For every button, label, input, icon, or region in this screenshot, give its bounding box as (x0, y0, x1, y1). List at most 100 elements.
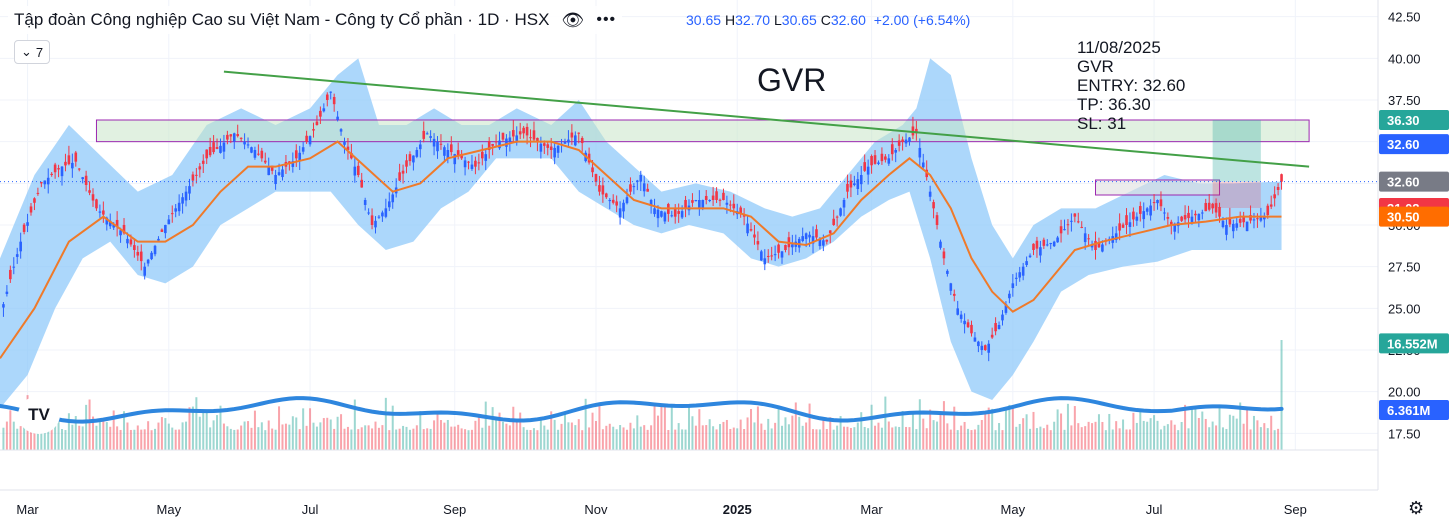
volume-bar (322, 418, 325, 450)
volume-bar (808, 403, 811, 450)
volume-bar (350, 429, 353, 450)
volume-bar (267, 420, 270, 450)
volume-bar (54, 425, 57, 450)
gear-icon[interactable]: ⚙ (1408, 498, 1425, 518)
more-dots-icon[interactable]: ••• (596, 11, 617, 28)
volume-bar (1225, 428, 1228, 450)
candle-body (835, 216, 839, 218)
symbol-header[interactable]: Tập đoàn Công nghiệp Cao su Việt Nam - C… (8, 6, 623, 34)
candle-body (29, 206, 33, 213)
volume-bar (594, 420, 597, 450)
candle-body (301, 147, 305, 152)
volume-bar (402, 425, 405, 450)
volume-bar (722, 421, 725, 450)
candle-body (811, 236, 815, 244)
candle-body (574, 135, 577, 146)
candle-body (1232, 223, 1235, 232)
candle-body (46, 177, 50, 185)
candle-body (563, 141, 567, 144)
volume-bar (1035, 428, 1038, 450)
volume-bar (1173, 424, 1176, 450)
time-tick-label: Jul (302, 502, 319, 517)
indicators-toggle[interactable]: ⌄ 7 (14, 40, 51, 64)
volume-bar (340, 414, 343, 450)
candle-body (1252, 219, 1256, 221)
candle-body (918, 147, 922, 158)
volume-bar (408, 429, 411, 450)
candle-body (1039, 247, 1042, 256)
candle-body (601, 185, 605, 195)
volume-bar (936, 421, 939, 450)
volume-bar (460, 428, 463, 450)
candle-body (784, 245, 787, 250)
tradingview-logo-icon[interactable]: TV (18, 396, 60, 434)
volume-bar (625, 429, 628, 450)
volume-bar (250, 427, 253, 450)
volume-bar (1001, 430, 1004, 450)
volume-bar (116, 426, 119, 450)
volume-bar (185, 421, 188, 450)
volume-bar (74, 416, 77, 450)
volume-bar (1115, 421, 1118, 450)
volume-bar (643, 425, 646, 450)
candle-body (346, 146, 350, 150)
volume-bar (994, 430, 997, 450)
volume-bar (1125, 429, 1128, 450)
candle-body (449, 144, 453, 153)
candle-body (822, 240, 825, 246)
candle-body (126, 238, 129, 244)
candle-body (1228, 217, 1232, 225)
candle-body (1045, 244, 1049, 246)
candle-body (1149, 205, 1152, 216)
volume-bar (102, 420, 105, 450)
candle-body (946, 270, 949, 274)
candle-body (732, 203, 736, 209)
volume-bar (1232, 415, 1235, 450)
candle-body (532, 130, 536, 140)
candle-body (498, 140, 501, 149)
volume-bar (925, 428, 928, 450)
candle-body (994, 323, 997, 332)
volume-bar (154, 428, 157, 450)
volume-bar (781, 425, 784, 450)
volume-bar (1022, 418, 1025, 450)
candle-body (1059, 226, 1063, 234)
volume-bar (346, 426, 349, 450)
eye-icon[interactable]: 👁 (561, 9, 585, 30)
candle-body (88, 190, 91, 193)
candle-body (446, 150, 450, 160)
volume-bar (329, 419, 332, 450)
volume-bar (1263, 423, 1266, 450)
candle-body (963, 320, 966, 325)
candle-body (580, 137, 584, 144)
volume-bar (229, 428, 232, 450)
candle-body (1018, 272, 1022, 278)
volume-bar (364, 425, 367, 450)
volume-bar (694, 425, 697, 450)
candle-body (849, 180, 853, 188)
range-box (1095, 179, 1221, 196)
indicator-count: 7 (35, 44, 44, 60)
candle-body (332, 97, 336, 105)
volume-bar (395, 429, 398, 450)
volume-bar (946, 423, 949, 450)
volume-bar (942, 401, 945, 450)
candle-body (143, 266, 146, 276)
candle-body (1280, 174, 1283, 182)
volume-bar (977, 424, 980, 450)
candle-body (146, 259, 150, 264)
volume-bar (295, 417, 298, 450)
candle-body (1004, 304, 1008, 313)
volume-bar (133, 429, 136, 450)
candle-body (594, 174, 598, 182)
time-tick-label: May (157, 502, 182, 517)
candle-body (642, 183, 646, 192)
volume-bar (319, 422, 322, 450)
volume-bar (684, 429, 687, 450)
volume-bar (701, 425, 704, 450)
volume-bar (1277, 428, 1280, 450)
candle-body (553, 147, 556, 158)
candle-body (646, 188, 649, 192)
volume-bar (512, 406, 515, 450)
